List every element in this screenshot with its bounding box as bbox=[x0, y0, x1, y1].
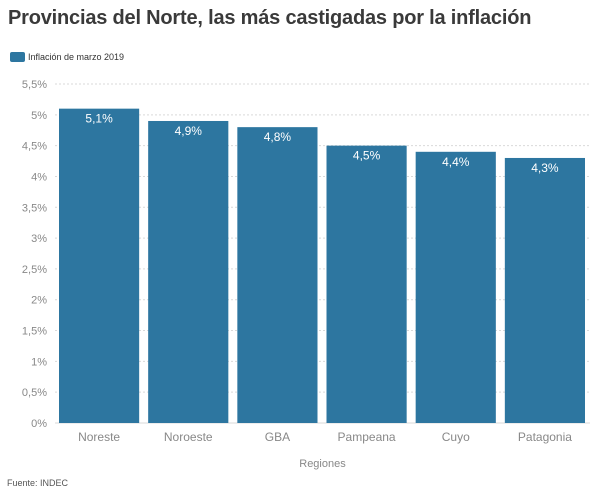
bar bbox=[326, 145, 407, 424]
gridlines bbox=[55, 83, 590, 424]
bar-value-label: 4,5% bbox=[353, 149, 381, 163]
data-labels: 5,1% 4,9% 4,8% 4,5% 4,4% 4,3% bbox=[85, 112, 559, 175]
y-tick-label: 2% bbox=[31, 295, 47, 307]
y-tick-label: 4,5% bbox=[22, 141, 47, 153]
x-tick-label: GBA bbox=[265, 430, 290, 444]
x-tick-label: Noroeste bbox=[164, 430, 213, 444]
y-tick-label: 1% bbox=[31, 356, 47, 368]
bars bbox=[59, 108, 585, 424]
y-axis: 0% 0,5% 1% 1,5% 2% 2,5% 3% 3,5% 4% 4,5% 5% 5,5% bbox=[22, 79, 47, 430]
bar-value-label: 5,1% bbox=[85, 112, 113, 126]
bar bbox=[148, 120, 229, 424]
bar-value-label: 4,3% bbox=[531, 161, 559, 175]
y-tick-label: 4% bbox=[31, 171, 47, 183]
y-tick-label: 3,5% bbox=[22, 202, 47, 214]
y-tick-label: 0,5% bbox=[22, 387, 47, 399]
y-tick-label: 1,5% bbox=[22, 326, 47, 338]
bar bbox=[415, 151, 496, 424]
bar-value-label: 4,8% bbox=[264, 130, 292, 144]
x-tick-label: Pampeana bbox=[338, 430, 396, 444]
x-tick-label: Noreste bbox=[78, 430, 120, 444]
x-axis-title: Regiones bbox=[299, 458, 346, 470]
source-note: Fuente: INDEC bbox=[7, 478, 69, 488]
bar bbox=[237, 127, 318, 424]
bar bbox=[59, 108, 140, 424]
x-axis: Noreste Noroeste GBA Pampeana Cuyo Patagonia bbox=[78, 430, 572, 444]
legend-label: Inflación de marzo 2019 bbox=[28, 52, 125, 62]
bar bbox=[504, 157, 585, 424]
bar-value-label: 4,9% bbox=[175, 124, 203, 138]
legend: Inflación de marzo 2019 bbox=[10, 52, 124, 62]
chart-title: Provincias del Norte, las más castigadas… bbox=[8, 7, 532, 29]
y-tick-label: 0% bbox=[31, 418, 47, 430]
y-tick-label: 5% bbox=[31, 110, 47, 122]
y-tick-label: 3% bbox=[31, 233, 47, 245]
legend-swatch bbox=[10, 52, 25, 62]
x-tick-label: Cuyo bbox=[442, 430, 470, 444]
x-tick-label: Patagonia bbox=[518, 430, 572, 444]
bar-value-label: 4,4% bbox=[442, 155, 470, 169]
y-tick-label: 5,5% bbox=[22, 79, 47, 91]
y-tick-label: 2,5% bbox=[22, 264, 47, 276]
